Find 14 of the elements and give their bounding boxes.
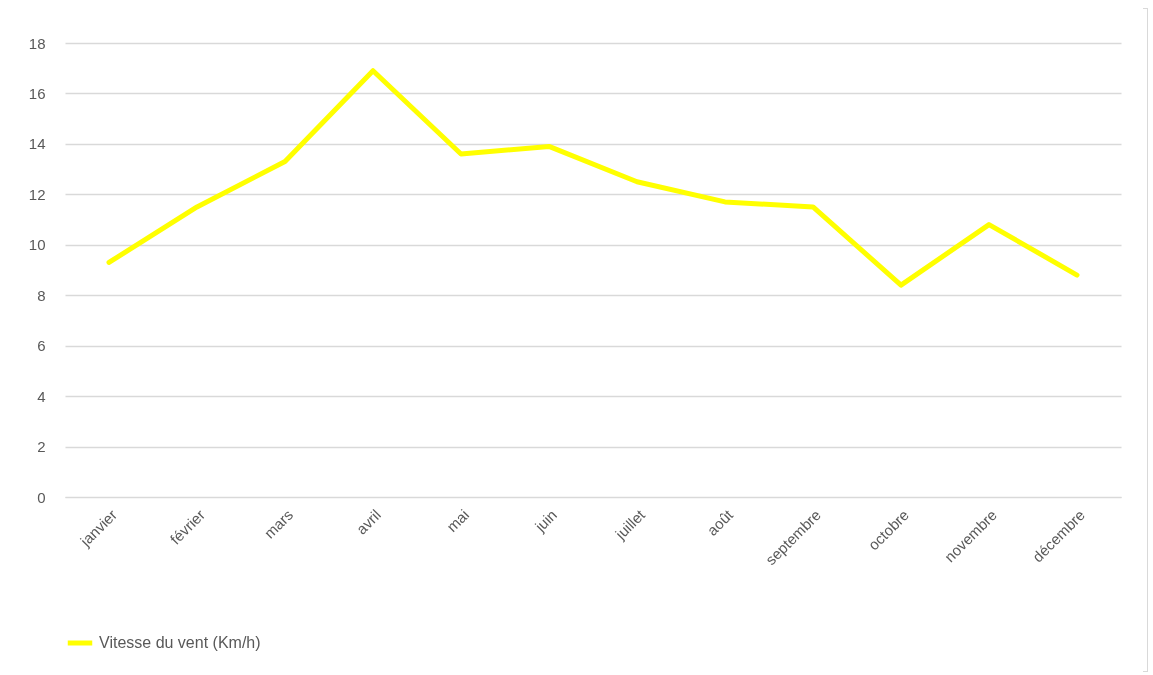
x-tick-label: avril [352, 506, 385, 538]
y-tick-label: 4 [37, 387, 46, 405]
x-tick-label: juin [530, 506, 561, 536]
y-tick-label: 2 [37, 438, 46, 456]
y-tick-label: 12 [28, 185, 46, 203]
y-tick-label: 14 [28, 135, 46, 153]
x-tick-label: mai [442, 506, 473, 536]
legend-label: Vitesse du vent (Km/h) [99, 634, 261, 651]
y-tick-label: 0 [37, 488, 46, 506]
y-tick-label: 10 [28, 236, 46, 254]
y-tick-label: 6 [37, 337, 46, 355]
y-tick-label: 16 [28, 84, 46, 102]
y-tick-label: 18 [28, 34, 46, 52]
y-tick-label: 8 [37, 286, 46, 304]
